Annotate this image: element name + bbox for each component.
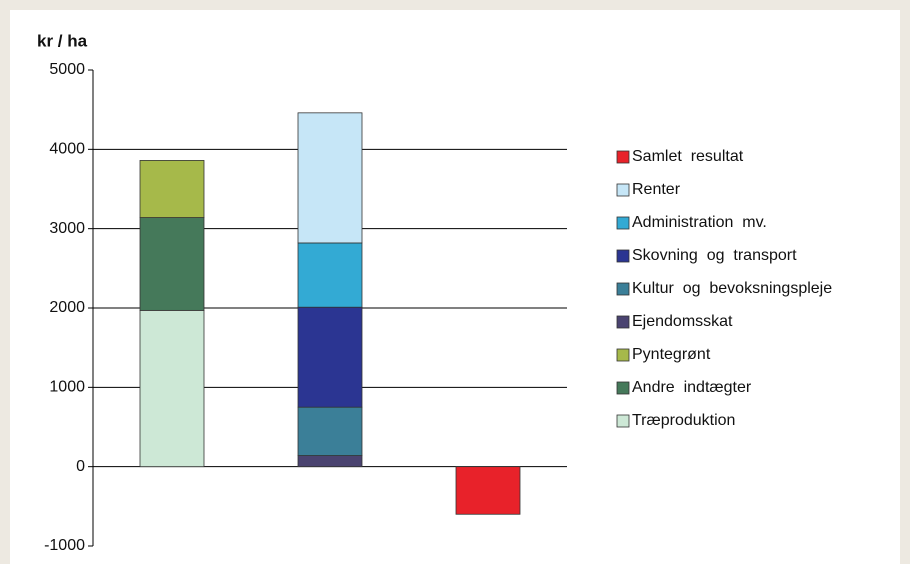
bar-segment (139, 217, 205, 311)
bar-segment (139, 309, 205, 468)
bar-segment (297, 406, 363, 456)
y-tick-label: 5000 (49, 61, 85, 78)
y-tick-label: 1000 (49, 379, 85, 396)
y-tick-label: 0 (76, 458, 85, 475)
y-axis-label: kr / ha (37, 31, 88, 50)
bar-segment (297, 112, 363, 244)
legend-swatch (616, 282, 630, 296)
legend-swatch (616, 183, 630, 197)
legend-label: Administration mv. (632, 214, 767, 231)
legend-swatch (616, 249, 630, 263)
y-tick-label: 2000 (49, 299, 85, 316)
legend-swatch (616, 348, 630, 362)
legend-swatch (616, 150, 630, 164)
bar-segment (139, 160, 205, 218)
bar-segment (297, 306, 363, 408)
y-tick-label: 4000 (49, 141, 85, 158)
y-tick-label: 3000 (49, 220, 85, 237)
legend-label: Træproduktion (632, 412, 735, 429)
legend-label: Kultur og bevoksningspleje (632, 280, 832, 297)
legend-label: Andre indtægter (632, 379, 752, 396)
bar-segment (297, 242, 363, 308)
y-tick-label: -1000 (44, 537, 85, 554)
legend-swatch (616, 414, 630, 428)
legend-label: Ejendomsskat (632, 313, 733, 330)
bar-segment (297, 455, 363, 468)
legend-swatch (616, 315, 630, 329)
bar-segment (455, 466, 521, 515)
legend-label: Skovning og transport (632, 247, 797, 264)
legend-label: Pyntegrønt (632, 346, 711, 363)
legend-label: Samlet resultat (632, 148, 744, 165)
legend-swatch (616, 381, 630, 395)
legend-label: Renter (632, 181, 681, 198)
legend-swatch (616, 216, 630, 230)
